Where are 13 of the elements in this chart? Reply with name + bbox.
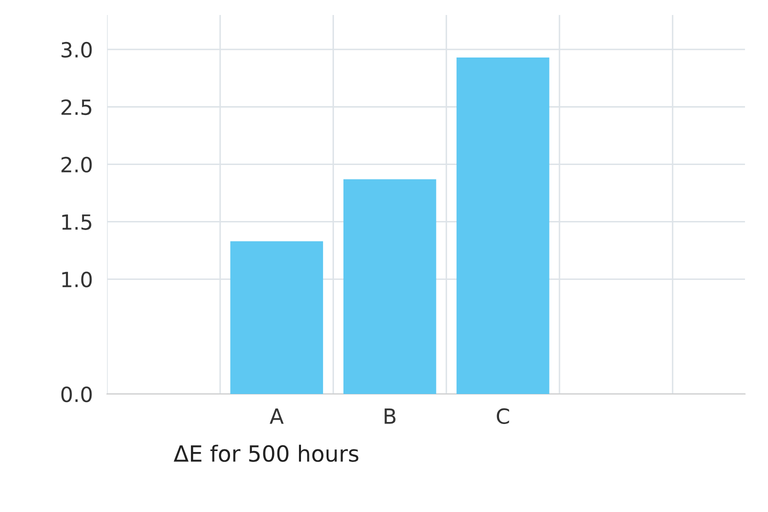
y-tick-label: 3.0	[62, 42, 92, 58]
bar	[456, 57, 550, 394]
y-tick-label: 1.0	[62, 272, 92, 288]
y-tick-label: 0.0	[61, 386, 92, 402]
y-tick-label: 2.5	[62, 99, 92, 116]
y-tick-label: 2.0	[62, 156, 92, 173]
x-tick-label: C	[496, 408, 510, 424]
bar	[230, 241, 324, 394]
y-tick-label: 1.5	[62, 214, 92, 230]
x-axis-title: ΔE for 500 hours	[174, 444, 358, 462]
x-tick-label: A	[270, 408, 284, 424]
bar	[343, 179, 436, 394]
x-tick-label: B	[384, 408, 396, 424]
